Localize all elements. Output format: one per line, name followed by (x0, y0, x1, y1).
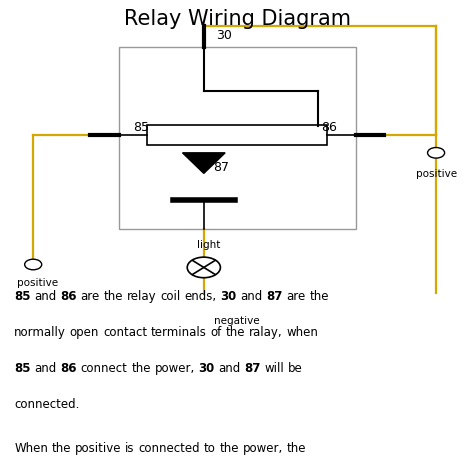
Text: open: open (70, 326, 99, 339)
Text: 87: 87 (266, 290, 283, 303)
Text: and: and (240, 290, 263, 303)
Text: 86: 86 (321, 121, 337, 134)
Text: 85: 85 (14, 362, 31, 375)
Text: 86: 86 (61, 290, 77, 303)
Text: coil: coil (160, 290, 181, 303)
Text: and: and (219, 362, 241, 375)
Text: terminals: terminals (151, 326, 207, 339)
Polygon shape (182, 153, 225, 173)
Bar (118, 47, 356, 229)
Circle shape (228, 297, 246, 308)
Text: the: the (287, 442, 306, 455)
Text: connect: connect (81, 362, 128, 375)
Text: and: and (35, 290, 57, 303)
Circle shape (428, 147, 445, 158)
Text: 30: 30 (199, 362, 215, 375)
Text: negative: negative (214, 316, 260, 326)
Text: are: are (286, 290, 306, 303)
Text: 86: 86 (61, 362, 77, 375)
Text: 30: 30 (220, 290, 237, 303)
Text: the: the (131, 362, 151, 375)
Text: positive: positive (75, 442, 122, 455)
Text: the: the (226, 326, 245, 339)
Text: power,: power, (155, 362, 195, 375)
Text: are: are (81, 290, 100, 303)
Text: 87: 87 (213, 161, 229, 174)
Text: the: the (310, 290, 329, 303)
Text: to: to (204, 442, 216, 455)
Text: 87: 87 (245, 362, 261, 375)
Text: 85: 85 (133, 121, 149, 134)
Text: be: be (288, 362, 303, 375)
Text: Relay Wiring Diagram: Relay Wiring Diagram (124, 9, 350, 29)
Circle shape (25, 259, 42, 270)
Text: connected: connected (138, 442, 200, 455)
Text: when: when (286, 326, 318, 339)
Text: will: will (264, 362, 284, 375)
Text: the: the (104, 290, 123, 303)
Text: the: the (219, 442, 239, 455)
Circle shape (187, 257, 220, 278)
Text: is: is (125, 442, 135, 455)
Bar (147, 125, 327, 146)
Text: of: of (210, 326, 222, 339)
Text: the: the (52, 442, 72, 455)
Text: When: When (14, 442, 48, 455)
Text: ralay,: ralay, (249, 326, 283, 339)
Text: connected.: connected. (14, 398, 80, 411)
Text: 30: 30 (216, 29, 231, 42)
Text: ends,: ends, (184, 290, 217, 303)
Text: light: light (197, 240, 220, 250)
Text: contact: contact (103, 326, 147, 339)
Text: power,: power, (243, 442, 283, 455)
Text: normally: normally (14, 326, 66, 339)
Text: and: and (35, 362, 57, 375)
Text: relay: relay (127, 290, 156, 303)
Text: positive: positive (18, 278, 58, 288)
Text: positive: positive (416, 169, 456, 179)
Text: 85: 85 (14, 290, 31, 303)
